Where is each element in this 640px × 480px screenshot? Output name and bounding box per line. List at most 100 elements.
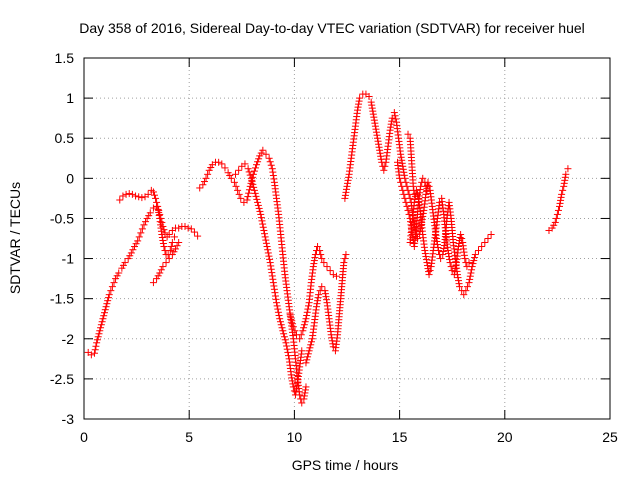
data-point [289, 323, 297, 331]
data-point [262, 239, 270, 247]
data-point [259, 146, 267, 154]
data-point [121, 259, 129, 267]
data-point [399, 165, 407, 173]
data-point [135, 233, 143, 241]
data-point [283, 345, 291, 353]
data-point [142, 218, 150, 226]
data-point [298, 347, 306, 355]
data-point [285, 352, 293, 360]
data-point [135, 193, 143, 201]
data-point [445, 253, 453, 261]
data-point [303, 312, 311, 320]
x-tick-label: 5 [185, 429, 193, 445]
data-point [297, 331, 305, 339]
data-point [140, 221, 148, 229]
data-point [255, 204, 263, 212]
data-point [283, 342, 291, 350]
data-point [425, 268, 433, 276]
data-point [423, 262, 431, 270]
data-point [301, 389, 309, 397]
data-point [398, 182, 406, 190]
data-point [329, 271, 337, 279]
data-point [455, 277, 463, 285]
data-point [322, 293, 330, 301]
data-point [421, 250, 429, 258]
data-point [455, 243, 463, 251]
data-point [465, 279, 473, 287]
data-point [387, 120, 395, 128]
data-point [172, 245, 180, 253]
data-point [321, 290, 329, 298]
data-point [367, 98, 375, 106]
data-point [175, 224, 183, 232]
data-point [248, 177, 256, 185]
data-point [303, 308, 311, 316]
data-point [146, 209, 154, 217]
data-point [116, 196, 124, 204]
data-point [137, 229, 145, 237]
y-tick-label: 1.5 [55, 50, 75, 66]
data-point [460, 291, 468, 299]
y-tick-label: -3 [62, 411, 75, 427]
data-point [253, 195, 261, 203]
data-point [343, 182, 351, 190]
data-point [552, 214, 560, 222]
data-point [450, 271, 458, 279]
data-point [246, 171, 254, 179]
data-point [409, 182, 417, 190]
data-point [104, 294, 112, 302]
data-point [87, 351, 95, 359]
data-point [356, 94, 364, 102]
data-point [471, 251, 479, 259]
data-point [462, 287, 470, 295]
data-point [245, 168, 253, 176]
data-point [291, 327, 299, 335]
data-point [282, 339, 290, 347]
data-point [276, 318, 284, 326]
data-point [267, 262, 275, 270]
data-point [309, 263, 317, 271]
data-point [296, 335, 304, 343]
data-point [252, 192, 260, 200]
data-point [469, 260, 477, 268]
data-point [157, 266, 165, 274]
data-point [300, 324, 308, 332]
data-point [104, 297, 112, 305]
data-point [307, 338, 315, 346]
axis-ticks: -3 -2.5 -2 -1.5 -1 -0.5 0 0.5 1 1.5 0 5 10 15 20 25 [50, 50, 618, 445]
data-point [275, 312, 283, 320]
y-tick-label: 0.5 [55, 130, 75, 146]
data-point [466, 275, 474, 283]
data-point [267, 265, 275, 273]
data-point [465, 259, 473, 267]
data-point [274, 305, 282, 313]
data-point [402, 198, 410, 206]
data-point [267, 161, 275, 169]
data-point [284, 348, 292, 356]
data-point [440, 242, 448, 250]
data-point [293, 382, 301, 390]
x-tick-label: 25 [602, 429, 618, 445]
data-point [254, 201, 262, 209]
data-point [310, 257, 318, 265]
data-point [304, 305, 312, 313]
data-point [376, 146, 384, 154]
data-point [288, 317, 296, 325]
data-point [396, 174, 404, 182]
data-point [368, 101, 376, 109]
data-point [250, 167, 258, 175]
data-point [326, 267, 334, 275]
data-point [250, 186, 258, 194]
data-point [372, 128, 380, 136]
data-point [269, 172, 277, 180]
data-point [158, 233, 166, 241]
data-series [84, 202, 202, 359]
data-point [321, 287, 329, 295]
data-point [421, 178, 429, 186]
data-point [354, 103, 362, 111]
data-point [257, 214, 265, 222]
data-point [99, 315, 107, 323]
data-point [280, 333, 288, 341]
data-point [304, 353, 312, 361]
data-point [456, 283, 464, 291]
